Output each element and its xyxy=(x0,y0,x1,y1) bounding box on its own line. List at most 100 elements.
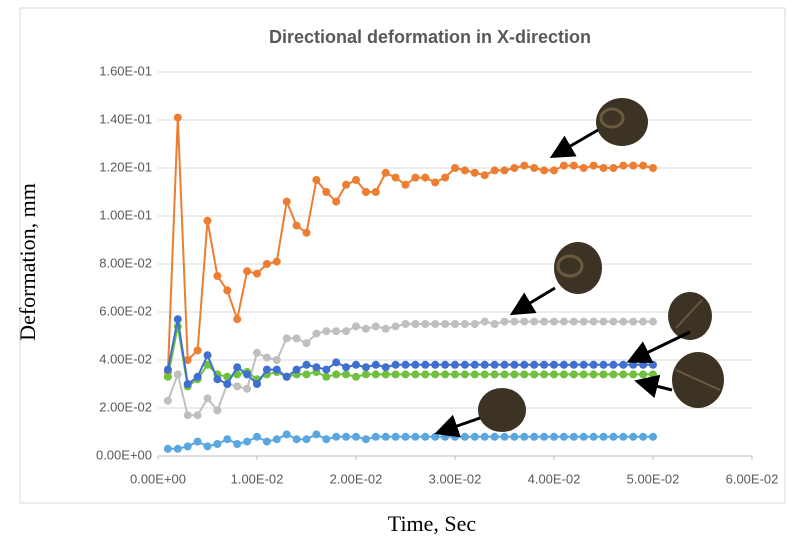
data-point xyxy=(283,430,291,438)
data-point xyxy=(382,370,390,378)
data-point xyxy=(263,354,271,362)
data-point xyxy=(411,361,419,369)
data-point xyxy=(312,330,320,338)
data-point xyxy=(273,356,281,364)
data-point xyxy=(520,370,528,378)
data-point xyxy=(481,433,489,441)
data-point xyxy=(431,370,439,378)
data-point xyxy=(402,433,410,441)
data-point xyxy=(609,433,617,441)
x-tick-label: 5.00E-02 xyxy=(627,471,680,486)
data-point xyxy=(223,286,231,294)
data-point xyxy=(451,370,459,378)
data-point xyxy=(293,334,301,342)
data-point xyxy=(332,198,340,206)
data-point xyxy=(194,373,202,381)
data-point xyxy=(362,325,370,333)
data-point xyxy=(600,164,608,172)
y-tick-label: 6.00E-02 xyxy=(99,303,152,318)
data-point xyxy=(560,433,568,441)
data-point xyxy=(332,433,340,441)
data-point xyxy=(649,370,657,378)
data-point xyxy=(322,366,330,374)
data-point xyxy=(174,114,182,122)
data-point xyxy=(451,164,459,172)
data-point xyxy=(402,181,410,189)
data-point xyxy=(392,322,400,330)
data-point xyxy=(293,435,301,443)
y-tick-label: 1.00E-01 xyxy=(99,207,152,222)
data-point xyxy=(461,433,469,441)
data-point xyxy=(283,198,291,206)
data-point xyxy=(253,349,261,357)
data-point xyxy=(204,394,212,402)
data-point xyxy=(461,370,469,378)
data-point xyxy=(243,267,251,275)
data-point xyxy=(421,370,429,378)
data-point xyxy=(392,361,400,369)
data-point xyxy=(540,361,548,369)
data-point xyxy=(510,164,518,172)
chart: Directional deformation in X-direction D… xyxy=(0,0,790,544)
data-point xyxy=(540,370,548,378)
data-point xyxy=(382,169,390,177)
data-point xyxy=(382,325,390,333)
x-tick-label: 1.00E-02 xyxy=(231,471,284,486)
data-point xyxy=(540,166,548,174)
data-point xyxy=(342,363,350,371)
x-tick-label: 4.00E-02 xyxy=(528,471,581,486)
data-point xyxy=(421,433,429,441)
data-point xyxy=(649,164,657,172)
data-point xyxy=(204,442,212,450)
data-point xyxy=(243,385,251,393)
data-point xyxy=(510,370,518,378)
data-point xyxy=(194,346,202,354)
data-point xyxy=(600,370,608,378)
data-point xyxy=(530,318,538,326)
data-point xyxy=(431,433,439,441)
data-point xyxy=(352,373,360,381)
data-point xyxy=(609,361,617,369)
data-point xyxy=(619,433,627,441)
data-point xyxy=(174,445,182,453)
data-point xyxy=(184,442,192,450)
data-point xyxy=(619,318,627,326)
data-point xyxy=(223,380,231,388)
data-point xyxy=(362,363,370,371)
data-point xyxy=(530,164,538,172)
data-point xyxy=(372,433,380,441)
data-point xyxy=(580,433,588,441)
data-point xyxy=(629,318,637,326)
data-point xyxy=(194,438,202,446)
data-point xyxy=(481,318,489,326)
data-point xyxy=(619,162,627,170)
data-point xyxy=(550,370,558,378)
data-point xyxy=(441,433,449,441)
data-point xyxy=(580,370,588,378)
data-point xyxy=(332,370,340,378)
data-point xyxy=(570,162,578,170)
data-point xyxy=(441,361,449,369)
data-point xyxy=(273,366,281,374)
data-point xyxy=(590,318,598,326)
data-point xyxy=(600,318,608,326)
data-point xyxy=(570,433,578,441)
data-point xyxy=(332,327,340,335)
data-point xyxy=(491,370,499,378)
data-point xyxy=(609,370,617,378)
x-axis-label: Time, Sec xyxy=(388,511,477,536)
data-point xyxy=(283,373,291,381)
data-point xyxy=(303,435,311,443)
y-axis-label: Deformation, mm xyxy=(15,183,40,341)
data-point xyxy=(213,406,221,414)
data-point xyxy=(481,370,489,378)
data-point xyxy=(501,318,509,326)
data-point xyxy=(629,370,637,378)
data-point xyxy=(570,370,578,378)
data-point xyxy=(609,164,617,172)
data-point xyxy=(392,174,400,182)
data-point xyxy=(362,435,370,443)
data-point xyxy=(402,320,410,328)
data-point xyxy=(590,370,598,378)
data-point xyxy=(649,361,657,369)
